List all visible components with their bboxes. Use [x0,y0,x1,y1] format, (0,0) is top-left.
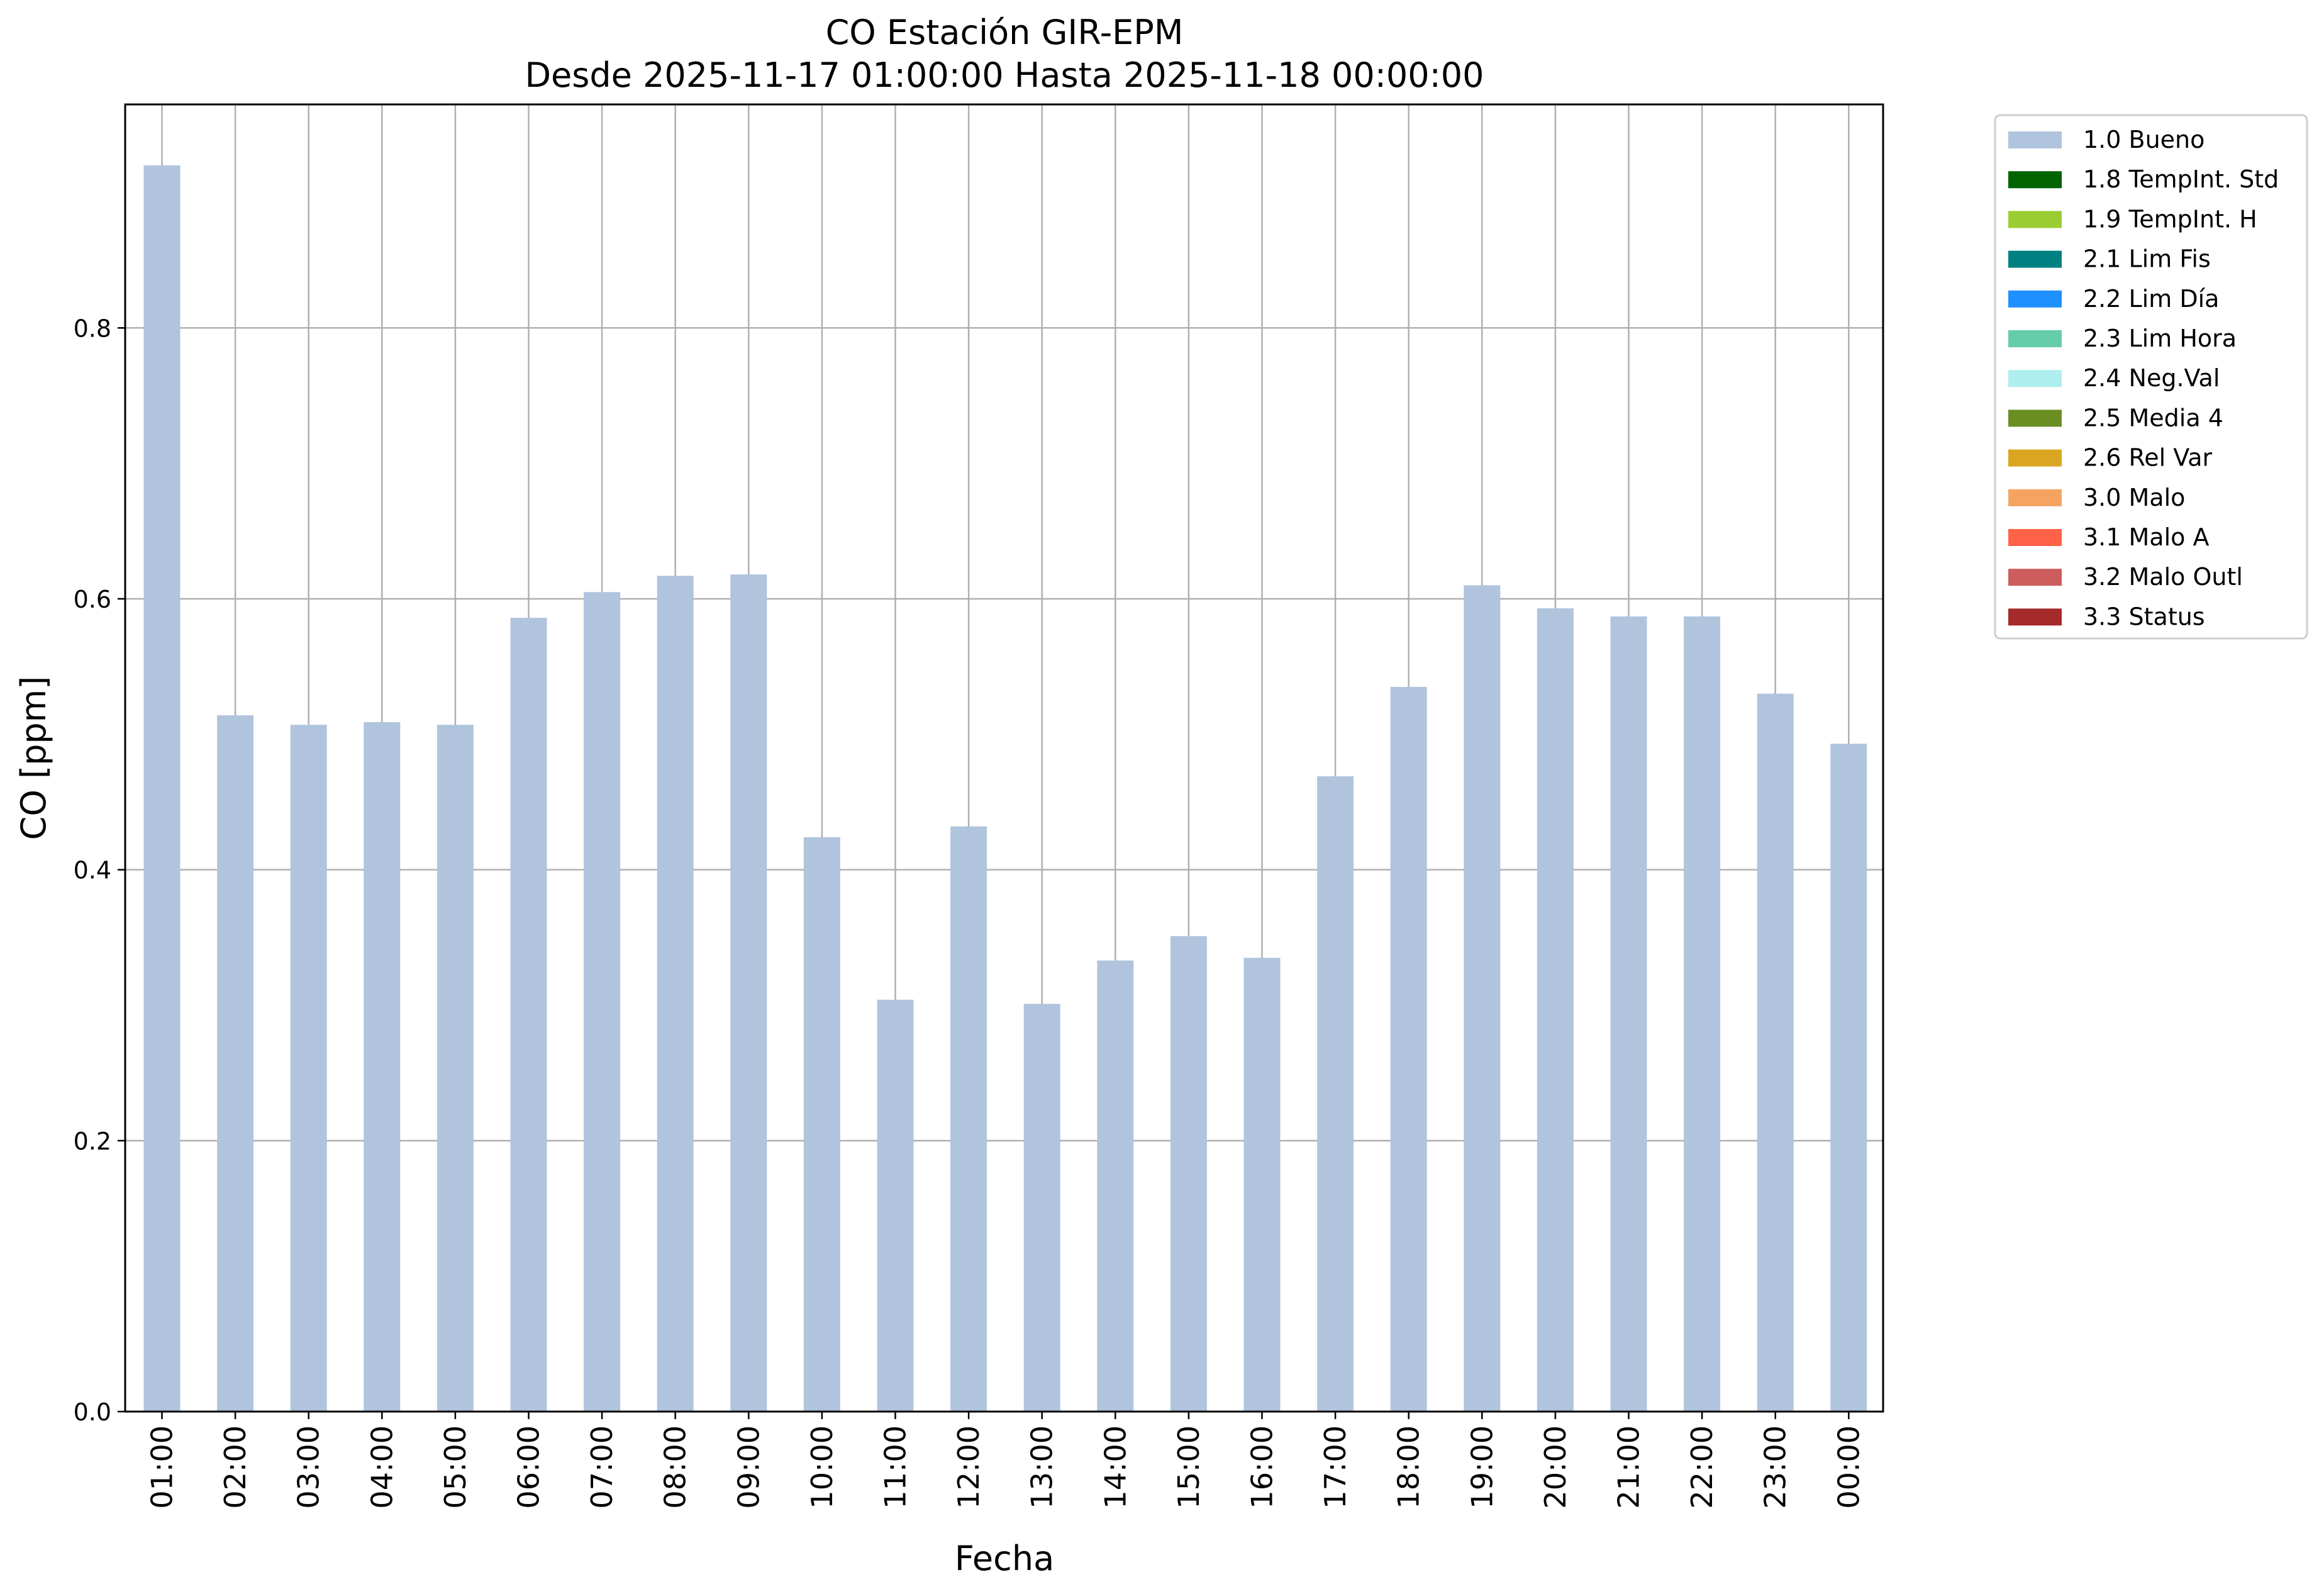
legend-label: 1.0 Bueno [2083,126,2204,153]
y-tick-label: 0.2 [74,1127,111,1155]
legend-label: 2.3 Lim Hora [2083,325,2237,352]
chart-title: CO Estación GIR-EPM [826,13,1184,52]
bar [803,837,840,1412]
y-tick-label: 0.8 [74,315,111,342]
x-tick-label: 03:00 [292,1425,326,1509]
legend-label: 1.9 TempInt. H [2083,205,2257,233]
x-tick-label: 15:00 [1172,1425,1206,1509]
x-tick-label: 17:00 [1318,1425,1352,1509]
legend-label: 1.8 TempInt. Std [2083,165,2279,193]
x-tick-label: 23:00 [1759,1425,1793,1509]
x-tick-label: 12:00 [952,1425,986,1509]
legend-swatch [2008,529,2062,546]
bar [290,725,327,1412]
legend-swatch [2008,290,2062,308]
legend-label: 2.4 Neg.Val [2083,364,2220,392]
x-tick-label: 13:00 [1025,1425,1059,1509]
x-tick-label: 05:00 [438,1425,472,1509]
x-tick-label: 00:00 [1832,1425,1865,1509]
y-tick-label: 0.6 [74,586,111,613]
legend-swatch [2008,410,2062,427]
x-tick-label: 21:00 [1612,1425,1646,1509]
bar [657,576,694,1412]
x-tick-label: 20:00 [1538,1425,1572,1509]
bar [217,715,254,1412]
plot-frame [124,103,1884,1413]
x-tick-label: 09:00 [731,1425,765,1509]
y-tick-label: 0.0 [74,1398,111,1426]
legend-swatch [2008,211,2062,228]
y-axis: 0.0 0.2 0.4 0.6 0.8 [74,315,125,1426]
bar [1464,585,1501,1412]
legend-label: 3.2 Malo Outl [2083,563,2243,591]
x-tick-label: 01:00 [145,1425,179,1509]
x-tick-label: 11:00 [879,1425,913,1509]
bar [1023,1003,1060,1412]
x-tick-label: 04:00 [365,1425,399,1509]
bar [584,592,621,1412]
legend-label: 2.6 Rel Var [2083,444,2213,472]
bar [730,574,767,1412]
bar [1317,776,1354,1412]
x-tick-label: 22:00 [1685,1425,1719,1509]
bar [1830,744,1867,1412]
legend-label: 2.1 Lim Fis [2083,245,2211,273]
legend-label: 3.0 Malo [2083,484,2185,511]
bar [1097,960,1134,1412]
x-tick-label: 06:00 [512,1425,546,1509]
x-tick-label: 16:00 [1245,1425,1279,1509]
bar [1170,936,1207,1412]
bar [143,165,181,1412]
legend-swatch [2008,608,2062,626]
bar [1390,686,1427,1412]
x-tick-label: 08:00 [659,1425,692,1509]
bar [436,725,474,1412]
bar [1243,957,1281,1412]
y-axis-label: CO [ppm] [14,676,53,840]
x-tick-label: 07:00 [585,1425,619,1509]
legend: 1.0 Bueno 1.8 TempInt. Std 1.9 TempInt. H 2… [1994,114,2308,640]
legend-swatch [2008,370,2062,387]
bar [1684,616,1721,1412]
x-tick-label: 18:00 [1392,1425,1426,1509]
legend-swatch [2008,171,2062,189]
legend-swatch [2008,250,2062,268]
y-tick-label: 0.4 [74,857,111,884]
legend-swatch [2008,449,2062,467]
chart-subtitle: Desde 2025-11-17 01:00:00 Hasta 2025-11-… [525,55,1484,95]
legend-label: 3.1 Malo A [2083,523,2209,551]
x-axis: 01:00 02:00 03:00 04:00 05:00 06:00 07:00 08:00… [145,1412,1865,1509]
x-tick-label: 19:00 [1465,1425,1499,1509]
bar [877,1000,914,1412]
bar [1537,608,1574,1412]
legend-swatch [2008,131,2062,148]
bar [950,826,987,1412]
bars-layer [143,165,1867,1412]
x-tick-label: 02:00 [218,1425,252,1509]
x-tick-label: 10:00 [805,1425,839,1509]
x-axis-label: Fecha [955,1539,1054,1578]
legend-swatch [2008,569,2062,586]
bar [364,722,401,1412]
x-tick-label: 14:00 [1098,1425,1132,1509]
bar [1757,693,1794,1412]
legend-label: 2.5 Media 4 [2083,404,2223,432]
legend-label: 3.3 Status [2083,603,2205,630]
legend-label: 2.2 Lim Día [2083,285,2219,313]
legend-swatch [2008,489,2062,506]
legend-frame [1994,114,2308,640]
legend-swatch [2008,330,2062,347]
bar [1610,616,1647,1412]
bar [510,618,547,1412]
